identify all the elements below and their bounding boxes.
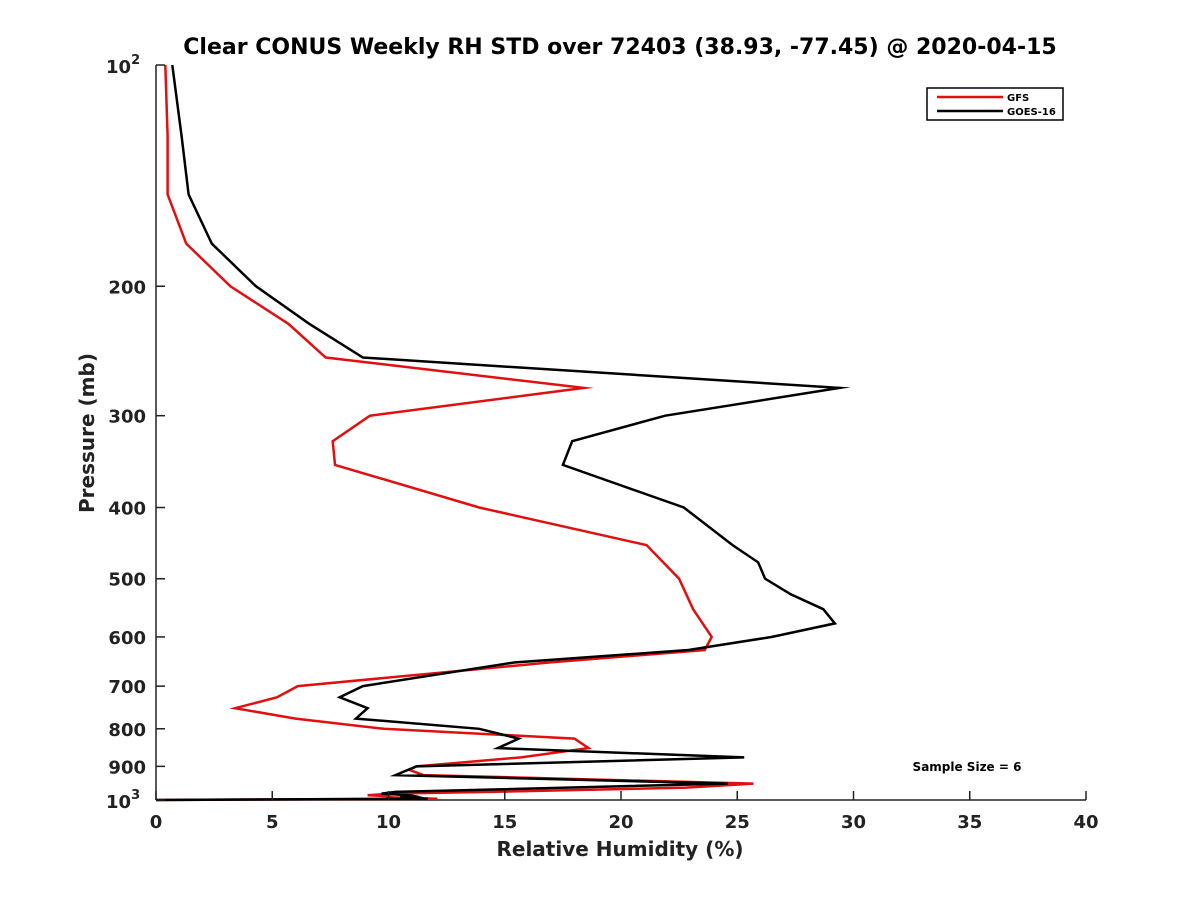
- y-tick-label: 200: [108, 277, 146, 298]
- legend: GFS GOES-16: [926, 87, 1064, 121]
- x-tick-label: 25: [725, 812, 750, 833]
- y-tick-label: 500: [108, 570, 146, 591]
- legend-label-goes16: GOES-16: [1007, 107, 1056, 118]
- x-tick-label: 30: [841, 812, 866, 833]
- x-tick-label: 15: [492, 812, 517, 833]
- x-tick-label: 40: [1073, 812, 1098, 833]
- chart-title: Clear CONUS Weekly RH STD over 72403 (38…: [183, 35, 1056, 60]
- series-line-gfs: [155, 64, 754, 802]
- y-tick-label: 800: [108, 720, 146, 741]
- legend-label-gfs: GFS: [1007, 93, 1029, 104]
- y-tick-label: 103: [106, 788, 140, 813]
- x-tick-label: 0: [150, 812, 163, 833]
- y-tick-label: 600: [108, 628, 146, 649]
- x-axis-label: Relative Humidity (%): [496, 837, 743, 861]
- x-axis-ticks: 0 5 10 15 20 25 30 35 40: [150, 791, 1099, 833]
- legend-box: [926, 87, 1064, 121]
- x-tick-label: 10: [376, 812, 401, 833]
- x-tick-label: 5: [266, 812, 279, 833]
- series-layer: [155, 64, 851, 802]
- y-tick-label: 900: [108, 757, 146, 778]
- y-tick-label: 400: [108, 499, 146, 520]
- y-tick-label: 300: [108, 407, 146, 428]
- y-axis-label: Pressure (mb): [75, 353, 99, 513]
- y-tick-label: 700: [108, 677, 146, 698]
- sample-size-annotation: Sample Size = 6: [913, 760, 1022, 774]
- y-tick-label: 102: [106, 53, 140, 78]
- x-tick-label: 20: [608, 812, 633, 833]
- x-tick-label: 35: [957, 812, 982, 833]
- y-axis-ticks: 102 200 300 400 500 600 700 800 900 103: [106, 53, 165, 813]
- plot-axes: [155, 65, 1086, 801]
- series-line-goes16: [155, 64, 851, 802]
